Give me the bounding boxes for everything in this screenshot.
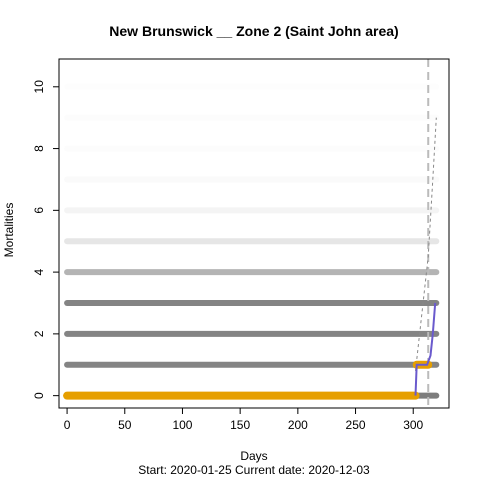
- x-tick-label: 0: [64, 418, 71, 432]
- y-tick-label: 2: [32, 330, 46, 337]
- plot-frame: [58, 58, 450, 409]
- x-tick-label: 250: [346, 418, 366, 432]
- y-tick-label: 0: [32, 392, 46, 399]
- y-tick-label: 10: [32, 80, 46, 94]
- chart-title: New Brunswick __ Zone 2 (Saint John area…: [109, 23, 398, 39]
- x-tick-label: 300: [403, 418, 423, 432]
- x-axis-label: Days: [240, 449, 267, 463]
- x-tick-label: 100: [172, 418, 192, 432]
- x-tick-label: 50: [118, 418, 132, 432]
- y-tick-label: 8: [32, 145, 46, 152]
- y-tick-label: 6: [32, 207, 46, 214]
- trend-line: [414, 302, 437, 396]
- y-axis-label: Mortalities: [2, 203, 16, 258]
- projection-line: [415, 117, 437, 371]
- x-tick-label: 200: [288, 418, 308, 432]
- chart-marks: 0 50 100 150 200 250 300 0 2 4 6 8 10: [32, 59, 440, 432]
- y-tick-label: 4: [32, 268, 46, 275]
- x-tick-label: 150: [230, 418, 250, 432]
- chart-subtitle: Start: 2020-01-25 Current date: 2020-12-…: [138, 463, 370, 477]
